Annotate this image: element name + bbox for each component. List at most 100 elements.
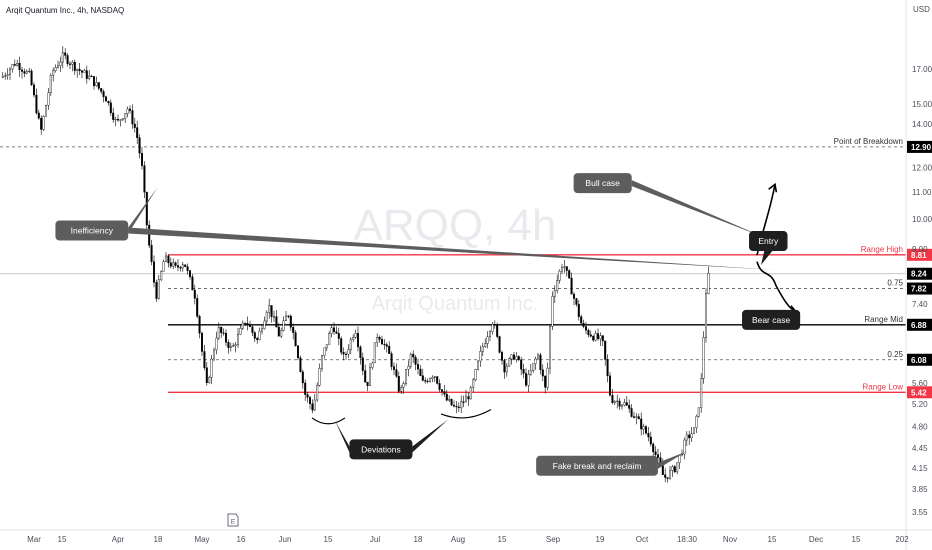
- callout-box[interactable]: [749, 231, 788, 252]
- candle-body: [501, 352, 504, 361]
- earnings-e-icon[interactable]: E: [227, 513, 239, 527]
- callout-box[interactable]: [573, 173, 632, 194]
- candle-body: [347, 349, 350, 355]
- candle-body: [126, 108, 129, 114]
- candle-body: [628, 405, 631, 409]
- candle-body: [373, 342, 376, 364]
- candle-body: [160, 271, 163, 280]
- candle-body: [85, 70, 88, 79]
- candle-body: [18, 63, 21, 71]
- candle-body: [287, 315, 290, 317]
- candle-body: [270, 305, 273, 317]
- candle-body: [148, 224, 151, 246]
- candle-body: [45, 105, 48, 117]
- candle-body: [618, 400, 621, 407]
- candle-body: [640, 418, 643, 430]
- level-price-tag: [907, 386, 932, 399]
- level-price-tag: [907, 318, 932, 331]
- candle-body: [609, 375, 612, 396]
- level-label: Range Mid: [864, 315, 903, 324]
- price-tick-label: 4.45: [912, 444, 928, 453]
- time-axis[interactable]: Mar 15 Apr 18 May 16 Jun 15 Jul 18 Aug 15 Sep 19 Oct 18…: [27, 535, 909, 544]
- candle-body: [285, 315, 288, 321]
- candle-body: [378, 337, 381, 340]
- candle-body: [705, 293, 708, 338]
- callout-tail: [412, 419, 448, 453]
- candle-body: [455, 405, 458, 408]
- candle-body: [527, 374, 530, 386]
- candle-body: [419, 368, 422, 376]
- callout-box[interactable]: [742, 309, 801, 330]
- candle-body: [383, 343, 386, 346]
- candle-body: [412, 353, 415, 358]
- price-tick-label: 9.00: [912, 245, 928, 254]
- candle-body: [613, 401, 616, 403]
- candle-body: [333, 327, 336, 332]
- watermark-symbol: ARQQ, 4h: [354, 201, 557, 250]
- candle-body: [453, 404, 456, 407]
- candle-body: [229, 345, 232, 348]
- candle-body: [496, 324, 499, 337]
- candle-body: [253, 332, 256, 339]
- price-tick-label: 10.00: [912, 215, 932, 224]
- candle-body: [33, 84, 36, 96]
- candle-body: [400, 387, 403, 392]
- candle-body: [685, 434, 688, 441]
- level-price-tag: [907, 248, 932, 261]
- candle-body: [23, 71, 26, 74]
- time-tick-label: Jul: [370, 535, 380, 544]
- candle-body: [21, 69, 24, 72]
- callout-box[interactable]: [55, 220, 129, 241]
- candle-body: [248, 324, 251, 327]
- candle-body: [95, 82, 98, 87]
- level-label: Point of Breakdown: [834, 137, 903, 146]
- candle-body: [649, 436, 652, 445]
- candle-body: [515, 356, 518, 360]
- candle-body: [289, 315, 292, 328]
- candle-body: [467, 396, 470, 400]
- candle-body: [621, 404, 624, 407]
- candle-body: [330, 327, 333, 334]
- price-axis[interactable]: 17.00 15.00 14.00 12.00 11.00 10.00 9.00 7.40 5.…: [912, 65, 932, 517]
- candle-body: [261, 328, 264, 332]
- candle-body: [131, 110, 134, 125]
- callout-box[interactable]: [349, 439, 413, 460]
- candle-body: [73, 61, 76, 71]
- candle-body: [402, 383, 405, 388]
- candle-body: [64, 52, 67, 56]
- candle-body: [669, 470, 672, 479]
- candle-body: [90, 75, 93, 78]
- candle-body: [174, 262, 177, 266]
- candle-body: [345, 353, 348, 356]
- candle-body: [489, 331, 492, 338]
- candle-body: [191, 276, 194, 291]
- candle-body: [222, 332, 225, 334]
- candle-body: [635, 416, 638, 418]
- candle-body: [78, 68, 81, 71]
- time-tick-label: 15: [852, 535, 861, 544]
- candle-body: [52, 70, 55, 76]
- level-label: 0.25: [887, 350, 903, 359]
- candle-body: [388, 346, 391, 354]
- candle-body: [246, 323, 249, 325]
- candle-body: [104, 96, 107, 102]
- candle-body: [546, 367, 549, 388]
- candle-body: [589, 334, 592, 337]
- candle-body: [573, 293, 576, 299]
- candle-body: [318, 368, 321, 386]
- candle-body: [357, 333, 360, 348]
- candle-body: [112, 112, 115, 120]
- candle-body: [325, 344, 328, 349]
- callout-box[interactable]: [536, 455, 658, 476]
- candle-body: [80, 70, 83, 73]
- time-tick-label: 15: [768, 535, 777, 544]
- candle-body: [647, 432, 650, 438]
- time-tick-label: 15: [58, 535, 67, 544]
- candle-body: [239, 328, 242, 335]
- candle-body: [577, 304, 580, 317]
- candle-body: [140, 153, 143, 166]
- candle-body: [697, 407, 700, 417]
- candle-body: [323, 347, 326, 356]
- candle-body: [227, 342, 230, 348]
